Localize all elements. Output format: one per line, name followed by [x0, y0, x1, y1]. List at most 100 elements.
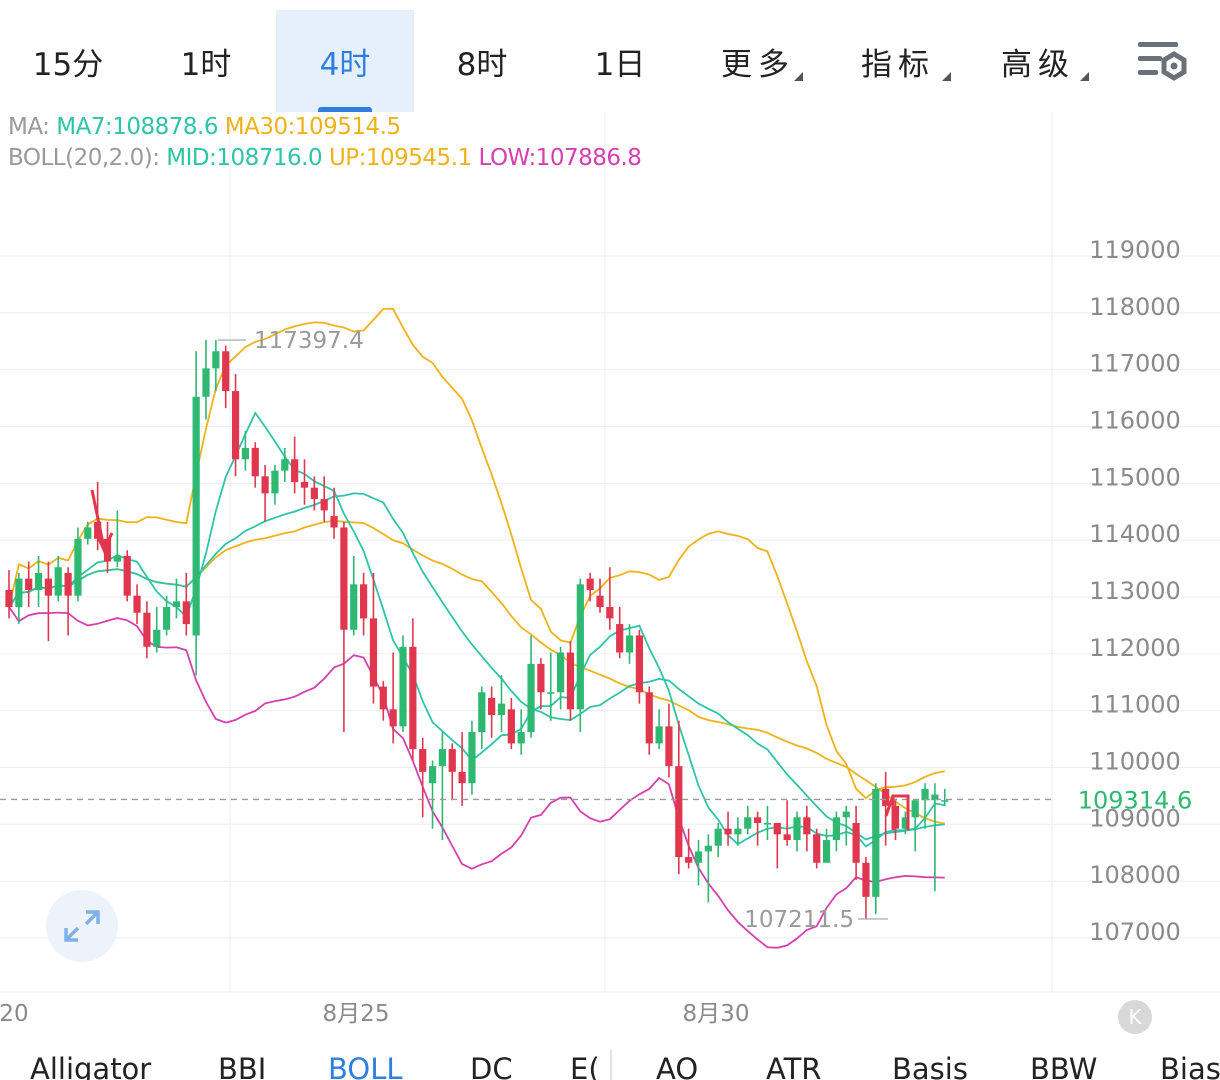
candle-body — [734, 828, 742, 835]
candle-body — [793, 817, 801, 841]
expand-chart-button[interactable] — [46, 890, 118, 962]
y-axis-tick-label: 110000 — [1089, 747, 1181, 775]
tab-advanced[interactable]: 高级 — [970, 10, 1106, 112]
candle-body — [389, 709, 397, 727]
boll-mid-line — [8, 492, 945, 841]
candle-body — [576, 584, 584, 710]
candle-body — [182, 601, 190, 625]
tab-indicators[interactable]: 指标 — [830, 10, 966, 112]
candle-body — [537, 663, 545, 693]
boll-upper-line — [8, 307, 945, 800]
y-axis-tick-label: 112000 — [1089, 634, 1181, 662]
candle-body — [941, 800, 949, 802]
candle-body — [340, 527, 348, 630]
tab-1day[interactable]: 1日 — [552, 10, 688, 112]
candle-body — [527, 663, 535, 733]
candle-body — [241, 447, 249, 460]
candle-body — [822, 840, 831, 863]
tab-label: 1日 — [594, 46, 646, 83]
candle-body — [704, 845, 712, 852]
tab-label: 指标 — [861, 46, 935, 83]
indicator-tab-bar: Alligator BBI BOLL DC E( AO ATR Basis BB… — [0, 1040, 1220, 1080]
candle-body — [714, 828, 722, 846]
indicator-tab-atr[interactable]: ATR — [766, 1052, 822, 1080]
high-marker-label: 117397.4 — [254, 328, 364, 354]
candle-body — [763, 822, 772, 825]
candle-body — [399, 646, 407, 727]
candle-body — [635, 635, 643, 693]
indicator-tab-dc[interactable]: DC — [470, 1052, 513, 1080]
tab-8hour[interactable]: 8时 — [414, 10, 550, 112]
low-marker-label: 107211.5 — [744, 907, 854, 933]
y-axis-tick-label: 114000 — [1089, 520, 1181, 548]
y-axis-tick-label: 115000 — [1089, 463, 1181, 491]
candle-body — [300, 482, 309, 488]
candle-body — [754, 817, 762, 823]
chart-series-lines — [8, 307, 945, 949]
y-axis-tick-label: 113000 — [1089, 577, 1181, 605]
candle-body — [251, 447, 259, 477]
y-axis-tick-label: 111000 — [1089, 691, 1181, 719]
y-axis-tick-label: 107000 — [1089, 918, 1181, 946]
indicator-tab-bbi[interactable]: BBI — [218, 1052, 267, 1080]
candle-body — [832, 817, 840, 841]
indicator-tab-basis[interactable]: Basis — [892, 1052, 968, 1080]
chart-settings-icon[interactable] — [1134, 36, 1190, 86]
candle-body — [507, 709, 515, 744]
indicator-tab-bbw[interactable]: BBW — [1030, 1052, 1098, 1080]
dropdown-triangle-icon — [794, 72, 803, 81]
tab-1hour[interactable]: 1时 — [138, 10, 274, 112]
candle-body — [153, 629, 161, 647]
tab-15min[interactable]: 15分 — [0, 10, 136, 112]
candle-body — [448, 749, 456, 772]
indicator-tab-e[interactable]: E( — [570, 1052, 600, 1080]
tab-4hour[interactable]: 4时 — [276, 10, 414, 112]
chart-gridlines — [0, 112, 1220, 993]
ma7-value: MA7:108878.6 — [56, 114, 218, 140]
x-axis-tick-label: 8月25 — [323, 1001, 390, 1027]
candle-body — [84, 527, 92, 539]
candle-body — [438, 749, 446, 767]
indicator-tab-boll[interactable]: BOLL — [328, 1052, 403, 1080]
tab-label: 15分 — [32, 46, 104, 83]
boll-up-value: UP:109545.1 — [328, 145, 472, 171]
candle-body — [813, 834, 821, 863]
collapse-button[interactable]: K — [1118, 1000, 1152, 1034]
candle-body — [350, 584, 358, 630]
candle-body — [360, 584, 368, 619]
candle-body — [291, 459, 299, 483]
ma7-line — [8, 411, 945, 848]
tab-label: 8时 — [456, 46, 508, 83]
candle-body — [34, 572, 43, 590]
y-axis-tick-label: 108000 — [1089, 861, 1181, 889]
candle-body — [911, 800, 919, 818]
y-axis-tick-label: 116000 — [1089, 406, 1181, 434]
current-price-label: 109314.6 — [1078, 786, 1193, 814]
candle-body — [931, 794, 939, 801]
indicator-tab-ao[interactable]: AO — [656, 1052, 699, 1080]
indicator-tab-bias[interactable]: Bias — [1160, 1052, 1220, 1080]
candle-body — [645, 692, 653, 744]
candlestick-chart[interactable]: 109314.6 117397.4 107211.5 119000 118000 117… — [0, 0, 1220, 1040]
tab-label: 1时 — [180, 46, 232, 83]
x-axis-tick-label: 20 — [0, 1001, 29, 1027]
candle-body — [488, 697, 496, 716]
candle-body — [192, 396, 200, 636]
y-axis-tick-label: 109000 — [1089, 804, 1181, 832]
candle-body — [261, 476, 269, 494]
ma30-line — [8, 519, 945, 825]
candle-body — [665, 726, 673, 767]
chart-candles — [5, 339, 949, 920]
tab-more[interactable]: 更多 — [690, 10, 826, 112]
candle-body — [724, 828, 732, 835]
candle-body — [625, 635, 634, 653]
candle-body — [54, 567, 62, 596]
indicator-tab-alligator[interactable]: Alligator — [30, 1052, 152, 1080]
candle-body — [596, 595, 604, 608]
candle-body — [891, 805, 900, 829]
candle-body — [675, 766, 683, 858]
candle-body — [901, 817, 909, 829]
candle-body — [25, 578, 33, 590]
tab-label: 4时 — [319, 46, 371, 83]
candle-body — [44, 578, 52, 596]
